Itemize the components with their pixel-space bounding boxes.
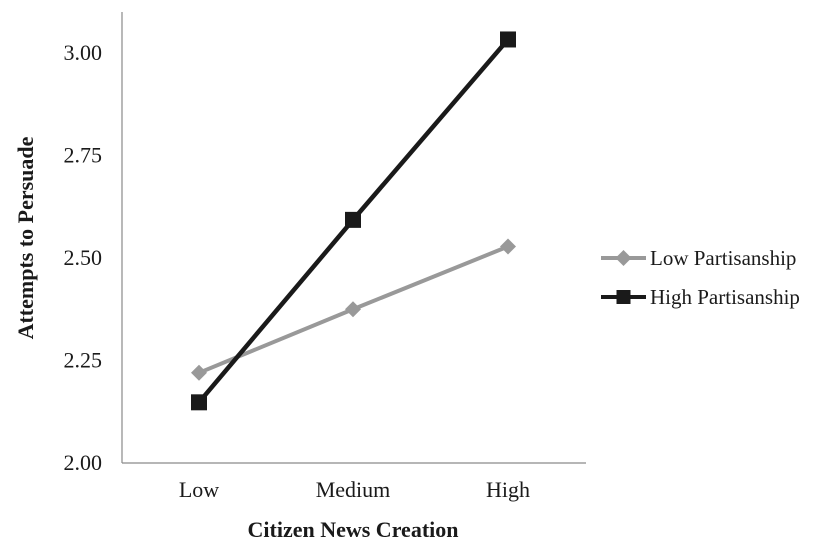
x-tick-labels: Low Medium High (179, 477, 530, 502)
y-tick-labels: 2.00 2.25 2.50 2.75 3.00 (64, 40, 103, 475)
data-point-diamond (345, 301, 361, 318)
data-point-square (345, 211, 361, 228)
legend-label: High Partisanship (650, 285, 800, 309)
y-axis-title: Attempts to Persuade (13, 136, 38, 339)
data-point-diamond (191, 364, 207, 381)
x-axis-title: Citizen News Creation (248, 517, 459, 541)
legend: Low Partisanship High Partisanship (601, 246, 800, 309)
data-point-square (191, 394, 207, 411)
legend-item-low-partisanship: Low Partisanship (601, 246, 796, 270)
data-markers (191, 31, 516, 411)
legend-item-high-partisanship: High Partisanship (601, 285, 800, 309)
y-tick-label: 2.50 (64, 245, 103, 270)
x-tick-label: High (486, 477, 530, 502)
y-tick-label: 3.00 (64, 40, 103, 65)
data-point-square (500, 31, 516, 48)
y-tick-label: 2.00 (64, 450, 103, 475)
legend-diamond-marker (615, 250, 632, 266)
legend-square-marker (616, 290, 631, 304)
legend-label: Low Partisanship (650, 246, 796, 270)
axes (121, 12, 586, 464)
y-tick-label: 2.25 (64, 348, 103, 373)
x-tick-label: Medium (316, 477, 391, 502)
y-tick-label: 2.75 (64, 143, 103, 168)
x-tick-label: Low (179, 477, 219, 502)
data-point-diamond (500, 238, 516, 255)
